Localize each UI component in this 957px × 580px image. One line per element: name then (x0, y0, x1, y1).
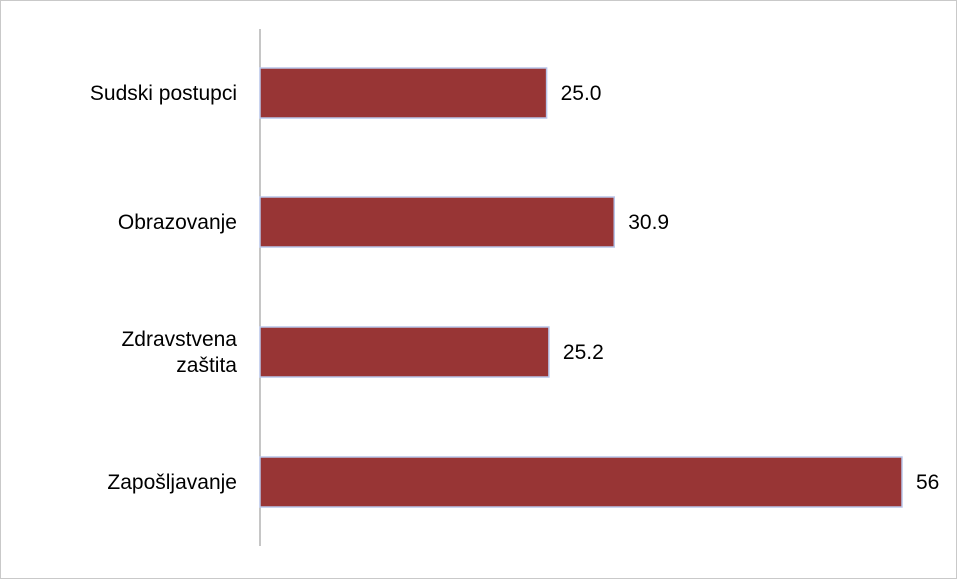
data-label: 25.2 (563, 341, 604, 364)
bar (259, 456, 903, 508)
category-labels-group: Sudski postupci Obrazovanje Zdravstvena zaš… (90, 82, 237, 494)
bar (259, 196, 615, 248)
category-label: Obrazovanje (118, 211, 237, 234)
bar (259, 326, 550, 378)
category-label: Sudski postupci (90, 82, 237, 105)
data-label: 56 (916, 471, 939, 494)
data-label: 30.9 (628, 211, 669, 234)
data-label: 25.0 (561, 82, 602, 105)
category-label: Zapošljavanje (107, 471, 237, 494)
category-label: Zdravstvena zaštita (121, 328, 237, 377)
bars-group (259, 67, 903, 508)
bar (259, 67, 548, 119)
value-labels-group: 25.0 30.9 25.2 56 (561, 82, 940, 494)
